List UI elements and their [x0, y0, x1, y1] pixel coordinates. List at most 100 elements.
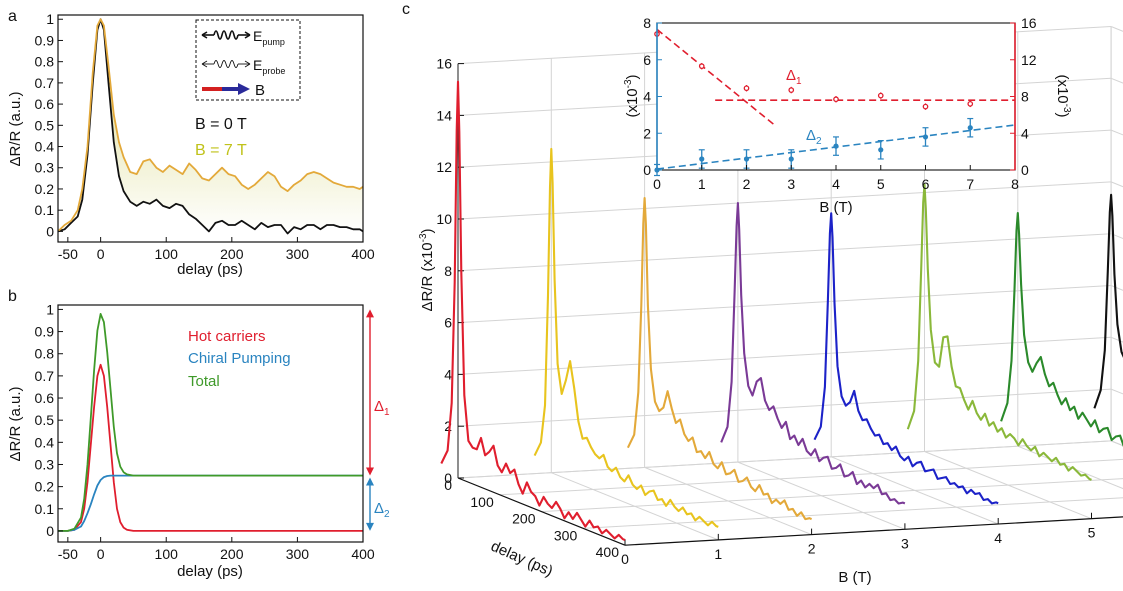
- x-tick-label: 200: [220, 546, 244, 562]
- waterfall-curve-5t: [906, 183, 1092, 481]
- panel-a-xlabel: delay (ps): [177, 261, 243, 278]
- inset-delta2-point: [922, 134, 929, 140]
- legend-b0: B = 0 T: [195, 116, 247, 133]
- grid-line-back-wall: [457, 181, 1112, 220]
- inset-x-tick-label: 7: [966, 176, 974, 192]
- inset-delta2-point: [878, 147, 884, 153]
- inset-left-tick-label: 8: [643, 15, 651, 31]
- y-tick-label: 0.4: [35, 139, 55, 155]
- waterfall-curve-6t: [1000, 212, 1123, 448]
- delta2-label: Δ2: [374, 500, 390, 520]
- panel-b-plot: [58, 312, 363, 532]
- delta1-arrow-head-bottom: [366, 467, 374, 476]
- panel-b-delta-annotations: [366, 309, 374, 531]
- y-tick-label: 1: [46, 11, 54, 27]
- inset-delta1-point: [833, 96, 839, 103]
- inset-left-tick-label: 4: [643, 89, 651, 105]
- panel-a-ticks: -50 0 100 200 300 40000.10.20.30.40.50.60.70.…: [35, 11, 375, 262]
- panel-a-plot: [57, 18, 364, 235]
- panel-b-ticks: -50 0 100 200 300 40000.10.20.30.40.50.60.70.…: [35, 301, 375, 562]
- delta2-arrow-head-bottom: [366, 522, 374, 531]
- y-tick-label: 0.5: [35, 117, 55, 133]
- panel-a-ylabel: ΔR/R (a.u.): [7, 91, 24, 166]
- inset-delta1-point: [967, 101, 974, 107]
- delay-tick-label: 400: [596, 544, 620, 560]
- panel-a-inset-schematic: Epump Eprobe B: [195, 19, 301, 101]
- delay-tick-label: 0: [444, 477, 452, 493]
- inset-delta1-point: [698, 63, 705, 70]
- y-tick-label: 0.4: [35, 434, 55, 450]
- y-tick-label: 0.2: [35, 479, 55, 495]
- x-tick-label: 0: [97, 546, 105, 562]
- shaded-difference-area: [58, 19, 363, 234]
- grid-line-floor-delay: [624, 516, 1123, 546]
- y-tick-label: 0.1: [35, 501, 55, 517]
- delay-tick-label: 100: [470, 494, 494, 510]
- delay-tick-label: 200: [512, 511, 536, 527]
- panel-c-ylabel: ΔR/R (x10-3): [418, 228, 436, 311]
- x-tick-label: 100: [155, 546, 179, 562]
- y-tick-label: 0.7: [35, 75, 55, 91]
- inset-plot: [654, 28, 1016, 177]
- inset-delta2-point: [967, 125, 973, 131]
- delay-axis-line: [457, 477, 626, 546]
- field-label: B: [255, 82, 265, 99]
- z-tick-label: 6: [444, 315, 452, 331]
- inset-right-tick-label: 8: [1021, 89, 1029, 105]
- panel-c-b-label: B (T): [838, 569, 871, 586]
- y-tick-label: 0.5: [35, 412, 55, 428]
- panel-b: b -50 0 100 200 300 40000.10.20.30.40.50.60.7…: [7, 288, 390, 580]
- series-line-hot-carriers: [58, 363, 363, 532]
- y-tick-label: 0.3: [35, 456, 55, 472]
- delta1-arrow-head-top: [366, 309, 374, 318]
- panel-c-delay-label: delay (ps): [488, 538, 555, 580]
- x-tick-label: 200: [220, 246, 244, 262]
- y-tick-label: 0.8: [35, 346, 55, 362]
- series-line-total: [58, 312, 363, 532]
- waterfall-curve-1t: [533, 147, 719, 528]
- y-tick-label: 0.9: [35, 32, 55, 48]
- y-tick-label: 0.7: [35, 368, 55, 384]
- inset-right-tick-label: 12: [1021, 52, 1037, 68]
- inset-left-tick-label: 6: [643, 52, 651, 68]
- inset-right-tick-label: 0: [1021, 162, 1029, 178]
- inset-x-tick-label: 8: [1011, 176, 1019, 192]
- inset-right-tick-label: 4: [1021, 125, 1029, 141]
- grid-line-side-wall: [1110, 77, 1123, 84]
- delta2-arrow-head-top: [366, 477, 374, 486]
- b-tick-label: 3: [901, 535, 909, 551]
- waterfall-curve-4t: [813, 212, 999, 505]
- pump-label: Epump: [253, 28, 285, 47]
- y-tick-label: 1: [46, 301, 54, 317]
- z-tick-label: 8: [444, 263, 452, 279]
- inset-right-ylabel: (x10-3): [1054, 74, 1072, 117]
- inset-delta1-point: [877, 92, 884, 99]
- series-line-chiral-pumping: [58, 474, 363, 532]
- z-tick-label: 10: [436, 211, 452, 227]
- grid-line-floor-delay: [583, 497, 1123, 529]
- b-tick-label: 5: [1088, 525, 1096, 541]
- inset-delta2-point: [788, 156, 794, 162]
- grid-line-floor-delay: [499, 458, 1123, 496]
- x-tick-label: 300: [286, 546, 310, 562]
- inset-x-tick-label: 3: [787, 176, 795, 192]
- inset-delta2-point: [833, 143, 839, 149]
- panel-a-frame: [57, 14, 364, 243]
- inset-delta2-label: Δ2: [806, 127, 822, 147]
- y-tick-label: 0: [46, 223, 54, 239]
- panel-b-ylabel: ΔR/R (a.u.): [7, 386, 24, 461]
- inset-delta1-label: Δ1: [786, 67, 802, 87]
- inset-xlabel: B (T): [819, 199, 852, 216]
- z-tick-label: 16: [436, 56, 452, 72]
- inset-delta1-point: [788, 87, 795, 93]
- z-tick-label: 14: [436, 107, 452, 123]
- inset-delta1-point: [743, 85, 750, 92]
- grid-line-side-wall: [1110, 388, 1123, 395]
- x-tick-label: 300: [286, 246, 310, 262]
- inset-delta2-point: [699, 156, 705, 162]
- waterfall-curve-3t: [720, 202, 906, 505]
- y-tick-label: 0.1: [35, 202, 55, 218]
- series-line-b-7-t: [57, 18, 364, 233]
- delay-tick-label: 300: [554, 527, 578, 543]
